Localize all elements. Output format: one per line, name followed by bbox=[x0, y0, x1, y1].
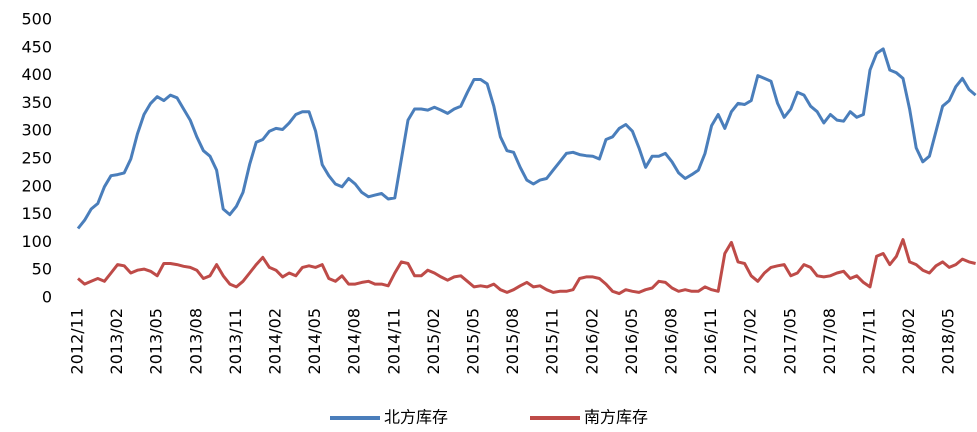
y-tick-label: 200 bbox=[21, 176, 52, 195]
line-series bbox=[77, 238, 976, 296]
x-tick-label: 2015/08 bbox=[503, 308, 522, 374]
x-tick-label: 2016/08 bbox=[662, 308, 681, 374]
x-tick-label: 2015/02 bbox=[424, 308, 443, 374]
x-tick-label: 2014/08 bbox=[345, 308, 364, 374]
x-tick-label: 2015/11 bbox=[543, 308, 562, 374]
x-tick-label: 2017/11 bbox=[860, 308, 879, 374]
x-tick-label: 2014/02 bbox=[266, 308, 285, 374]
x-tick-label: 2016/02 bbox=[582, 308, 601, 374]
x-tick-label: 2017/02 bbox=[741, 308, 760, 374]
x-tick-label: 2018/05 bbox=[939, 308, 958, 374]
x-tick-label: 2012/11 bbox=[68, 308, 87, 374]
x-tick-label: 2013/11 bbox=[226, 308, 245, 374]
y-tick-label: 100 bbox=[21, 232, 52, 251]
y-tick-label: 350 bbox=[21, 93, 52, 112]
x-tick-label: 2018/02 bbox=[899, 308, 918, 374]
x-tick-label: 2013/05 bbox=[147, 308, 166, 374]
line-series bbox=[76, 47, 977, 230]
y-tick-label: 250 bbox=[21, 149, 52, 168]
x-tick-label: 2014/05 bbox=[305, 308, 324, 374]
x-tick-label: 2017/05 bbox=[780, 308, 799, 374]
x-tick-label: 2013/08 bbox=[186, 308, 205, 374]
x-tick-label: 2013/02 bbox=[107, 308, 126, 374]
y-tick-label: 400 bbox=[21, 65, 52, 84]
legend-label: 南方库存 bbox=[584, 408, 648, 427]
x-tick-label: 2016/11 bbox=[701, 308, 720, 374]
y-tick-label: 50 bbox=[32, 260, 52, 279]
y-tick-label: 150 bbox=[21, 204, 52, 223]
x-tick-label: 2014/11 bbox=[384, 308, 403, 374]
y-tick-label: 0 bbox=[42, 288, 52, 307]
x-tick-label: 2016/05 bbox=[622, 308, 641, 374]
x-tick-label: 2015/05 bbox=[464, 308, 483, 374]
y-tick-label: 500 bbox=[21, 10, 52, 29]
y-tick-label: 450 bbox=[21, 37, 52, 56]
legend-label: 北方库存 bbox=[384, 408, 448, 427]
x-tick-label: 2017/08 bbox=[820, 308, 839, 374]
y-tick-label: 300 bbox=[21, 121, 52, 140]
